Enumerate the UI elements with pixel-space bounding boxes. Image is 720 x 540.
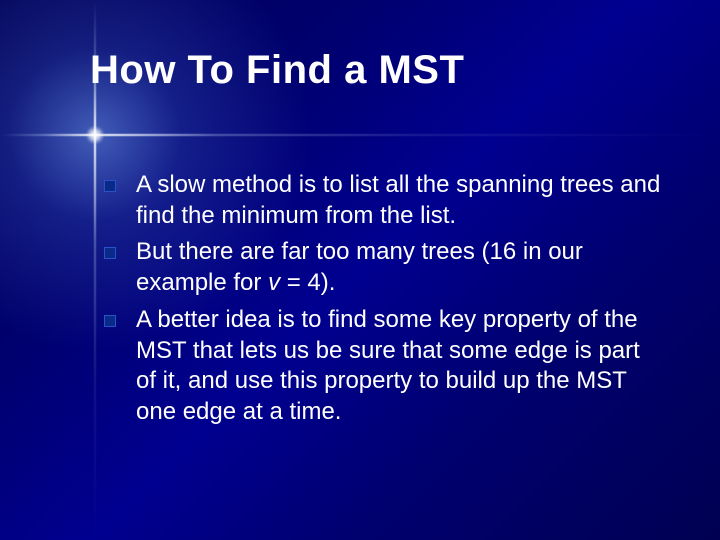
bullet-text-pre: But there are far too many trees (16 in … bbox=[136, 238, 583, 296]
square-bullet-icon bbox=[104, 247, 116, 259]
bullet-text-var: v bbox=[268, 269, 280, 296]
bullet-text: A better idea is to find some key proper… bbox=[136, 305, 664, 428]
bullet-item: A slow method is to list all the spannin… bbox=[104, 170, 664, 231]
square-bullet-icon bbox=[104, 180, 116, 192]
slide-title: How To Find a MST bbox=[90, 48, 464, 93]
bullet-text: A slow method is to list all the spannin… bbox=[136, 170, 664, 231]
flare-horizontal bbox=[0, 134, 720, 136]
square-bullet-icon bbox=[104, 315, 116, 327]
bullet-item: But there are far too many trees (16 in … bbox=[104, 237, 664, 298]
bullet-text: But there are far too many trees (16 in … bbox=[136, 237, 664, 298]
bullet-item: A better idea is to find some key proper… bbox=[104, 305, 664, 428]
flare-core bbox=[86, 126, 104, 144]
slide-body: A slow method is to list all the spannin… bbox=[104, 170, 664, 434]
slide: How To Find a MST A slow method is to li… bbox=[0, 0, 720, 540]
bullet-text-post: = 4). bbox=[280, 269, 335, 296]
